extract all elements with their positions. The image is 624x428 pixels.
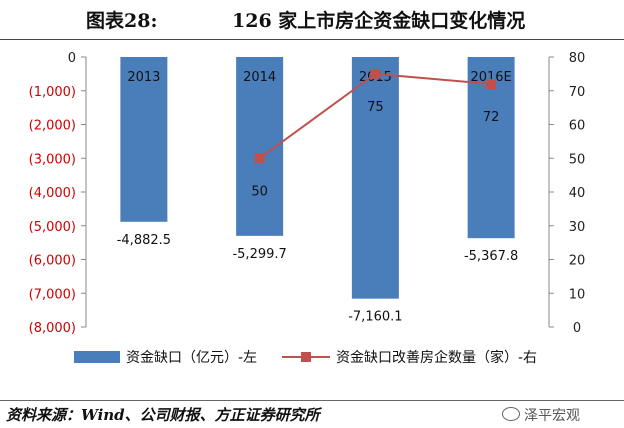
legend: 资金缺口（亿元）-左 资金缺口改善房企数量（家）-右 — [74, 349, 537, 366]
bar-value-label: -5,367.8 — [464, 249, 518, 264]
right-tick-label: 70 — [569, 85, 586, 100]
category-label: 2014 — [243, 70, 276, 85]
watermark-text: 泽平宏观 — [524, 408, 580, 424]
watermark: 泽平宏观 — [502, 405, 580, 425]
right-tick-label: 80 — [569, 51, 586, 66]
source-note: 资料来源：Wind、公司财报、方正证券研究所 — [6, 406, 320, 424]
legend-swatch-marker — [301, 352, 311, 362]
legend-label-bar: 资金缺口（亿元）-左 — [126, 350, 257, 366]
line-value-label: 72 — [483, 110, 500, 125]
left-tick-label: (6,000) — [29, 254, 76, 269]
right-tick-label: 0 — [573, 321, 581, 336]
combo-chart: 0 (1,000) (2,000) (3,000) (4,000) (5,000) (6,0… — [29, 51, 586, 366]
figure-label: 图表28: — [86, 10, 158, 32]
right-axis: 0 10 20 30 40 50 60 70 80 — [548, 51, 586, 336]
bar — [120, 57, 168, 222]
left-axis: 0 (1,000) (2,000) (3,000) (4,000) (5,000) (6,0… — [29, 51, 87, 336]
right-tick-label: 10 — [569, 287, 586, 302]
line-marker — [486, 79, 497, 89]
left-tick-label: (3,000) — [29, 152, 76, 167]
figure-header: 图表28: 126 家上市房企资金缺口变化情况 — [0, 0, 624, 40]
left-tick-label: (5,000) — [29, 220, 76, 235]
bar-series: -4,882.5 -5,299.7 -7,160.1 -5,367.8 2013 2014… — [117, 57, 518, 325]
bar — [351, 57, 399, 299]
right-tick-label: 40 — [569, 186, 586, 201]
legend-label-line: 资金缺口改善房企数量（家）-右 — [336, 349, 537, 366]
bar-value-label: -7,160.1 — [348, 310, 402, 325]
line-value-label: 50 — [251, 184, 268, 199]
right-tick-label: 60 — [569, 119, 586, 134]
left-tick-label: (1,000) — [29, 85, 76, 100]
category-label: 2016E — [470, 70, 511, 85]
right-tick-label: 50 — [569, 152, 586, 167]
figure-title: 126 家上市房企资金缺口变化情况 — [232, 10, 526, 32]
line-series: 50 75 72 — [251, 68, 500, 199]
left-tick-label: (4,000) — [29, 186, 76, 201]
left-tick-label: (8,000) — [29, 321, 76, 336]
line-value-label: 75 — [367, 100, 384, 115]
right-tick-label: 20 — [569, 254, 586, 269]
bar-value-label: -4,882.5 — [117, 233, 171, 248]
left-tick-label: (2,000) — [29, 119, 76, 134]
left-tick-label: 0 — [68, 51, 76, 66]
right-tick-label: 30 — [569, 220, 586, 235]
line-marker — [254, 153, 265, 164]
bar-value-label: -5,299.7 — [232, 247, 286, 262]
title-divider — [0, 39, 624, 40]
line-marker — [370, 68, 381, 79]
wechat-icon — [502, 407, 520, 421]
legend-swatch-bar — [74, 351, 120, 363]
left-tick-label: (7,000) — [29, 287, 76, 302]
footer-divider — [0, 400, 624, 401]
category-label: 2013 — [127, 70, 160, 85]
